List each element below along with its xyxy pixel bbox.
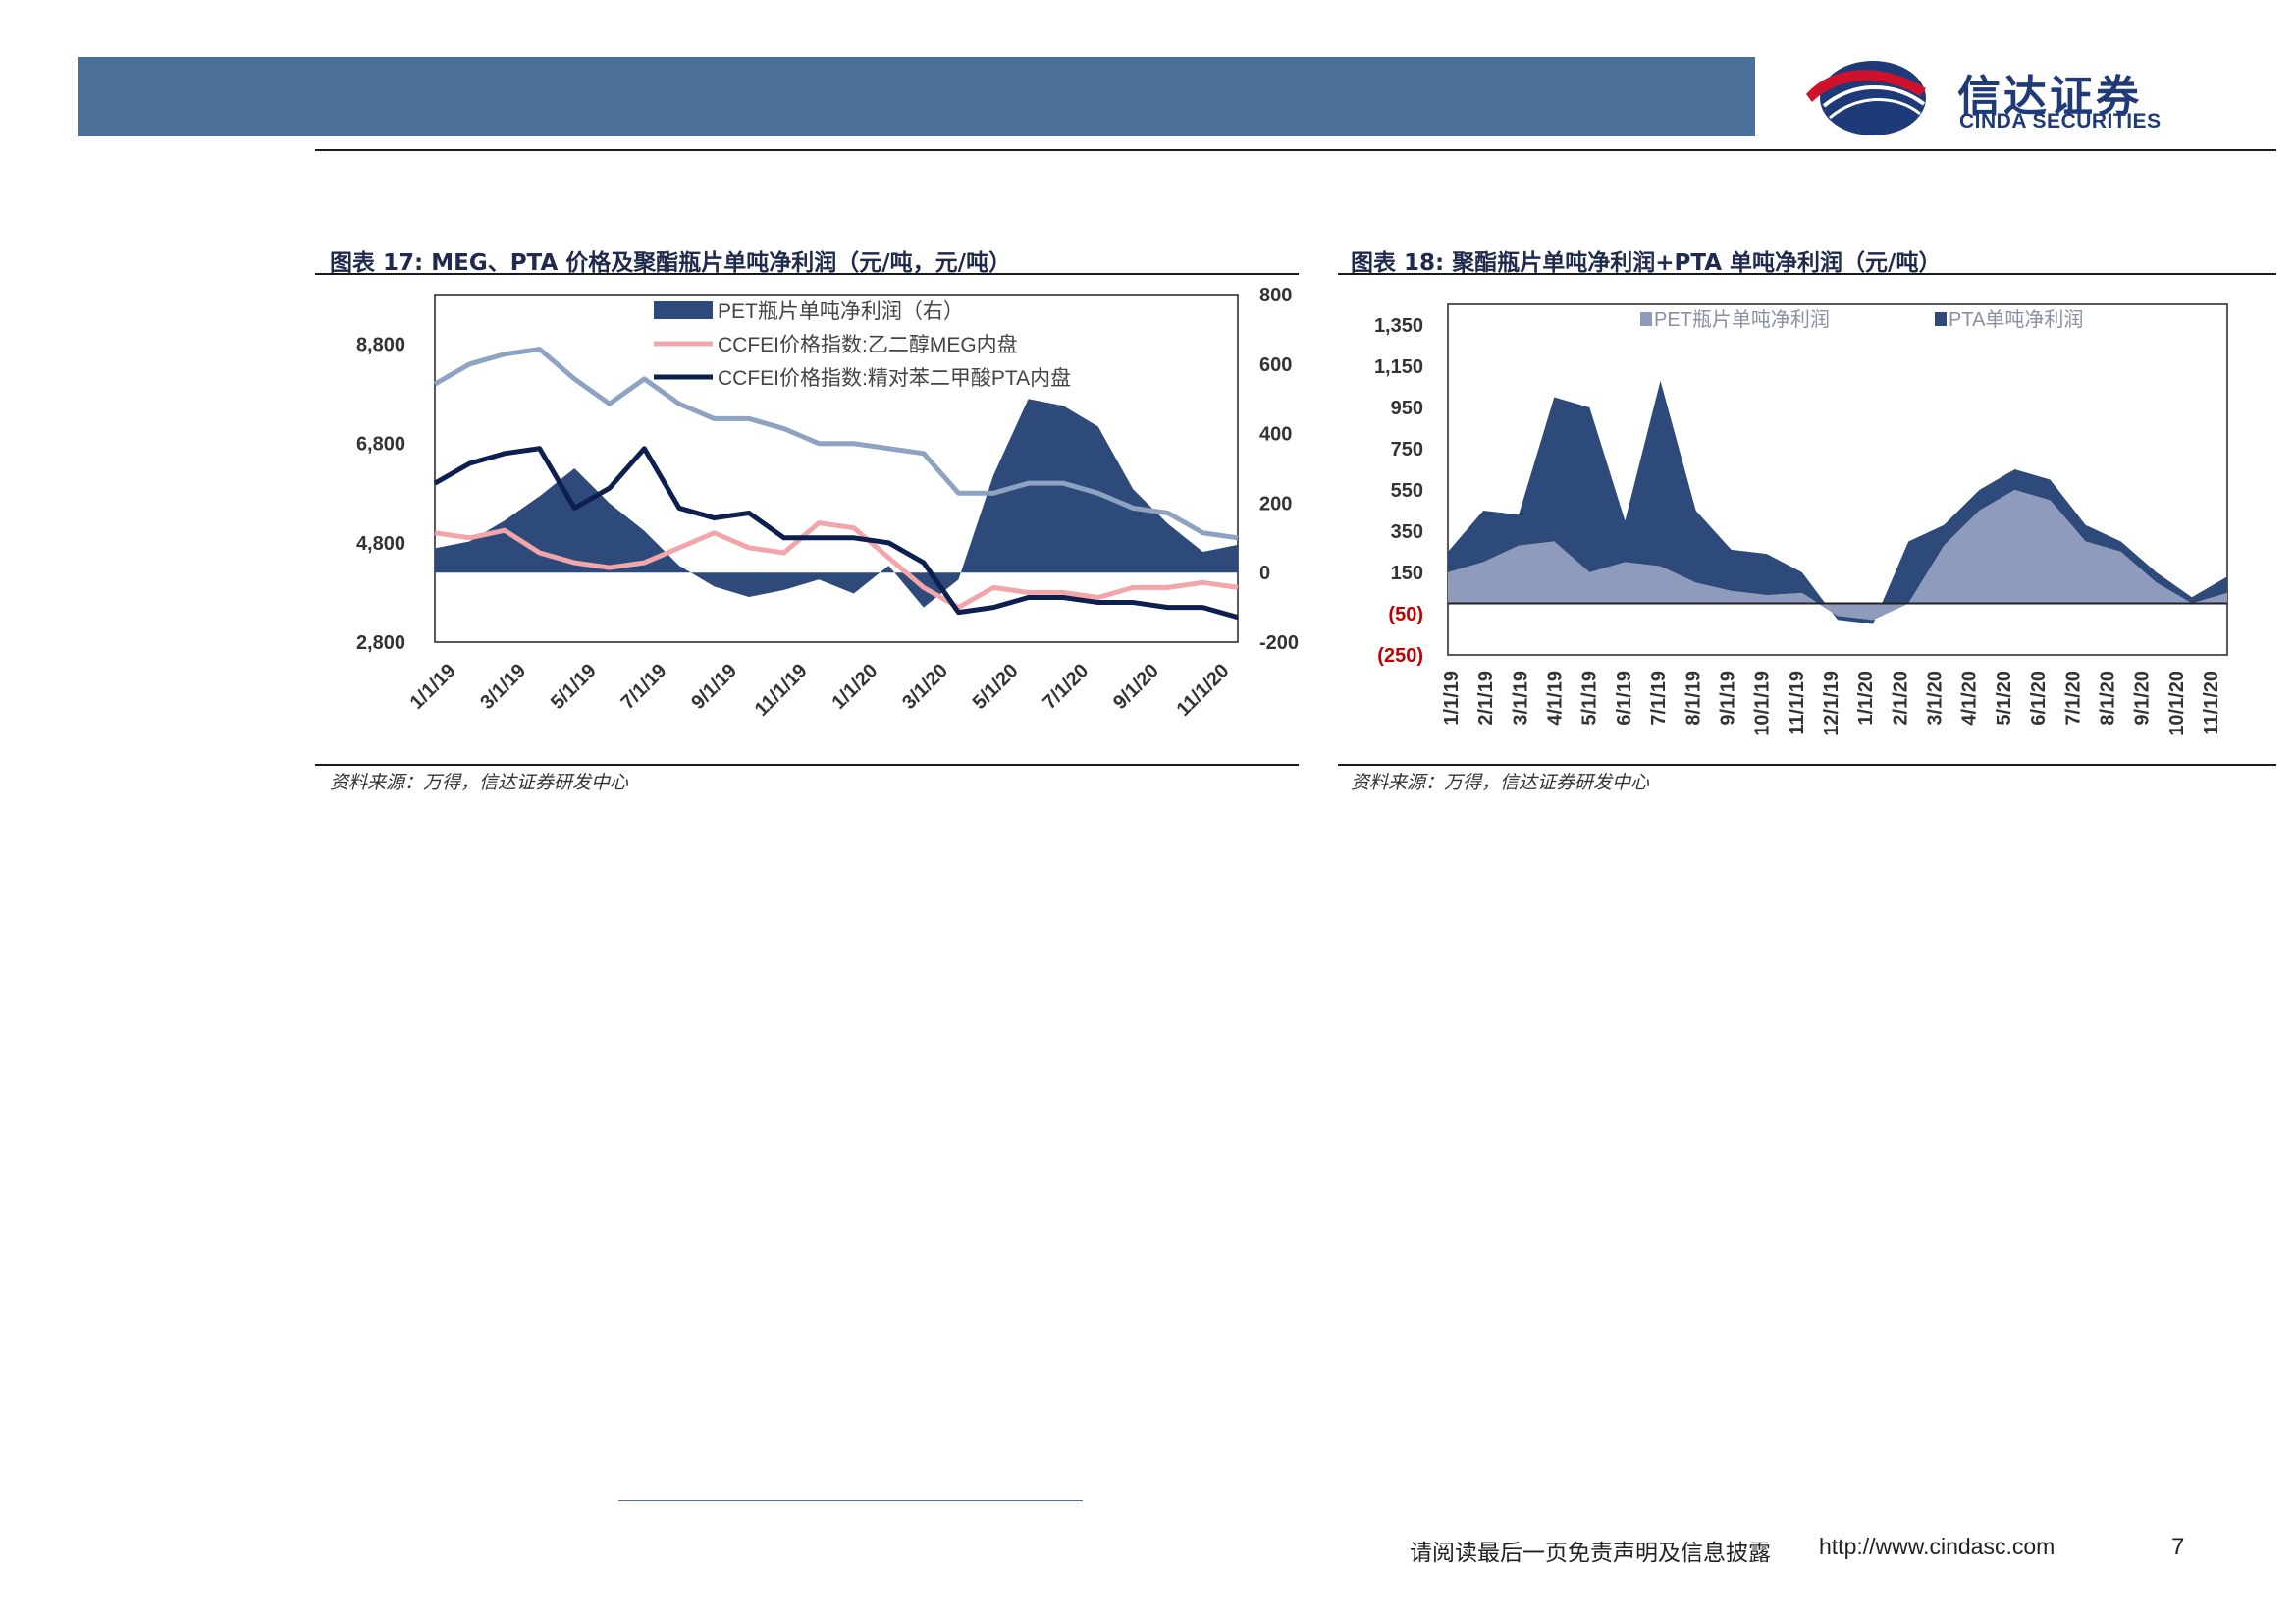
y-right-tick-label: 0 — [1259, 563, 1270, 584]
x-tick-label: 3/1/19 — [476, 660, 530, 714]
x-tick-label: 11/1/20 — [2201, 671, 2222, 735]
x-tick-label: 10/1/20 — [2166, 671, 2188, 736]
y-tick-label: (250) — [1377, 645, 1423, 667]
y-left-tick-label: 4,800 — [356, 533, 405, 555]
header-divider — [315, 149, 2276, 151]
x-tick-label: 1/1/20 — [828, 660, 881, 714]
page-number: 7 — [2171, 1534, 2185, 1560]
x-tick-label: 3/1/20 — [898, 660, 952, 714]
y-tick-label: 1,150 — [1374, 356, 1423, 378]
x-tick-label: 9/1/20 — [1109, 660, 1163, 714]
brand-name-en: CINDA SECURITIES — [1959, 110, 2162, 133]
y-tick-label: 1,350 — [1374, 315, 1423, 337]
x-tick-label: 9/1/19 — [687, 660, 741, 714]
x-tick-label: 1/1/19 — [406, 660, 460, 714]
footer-url[interactable]: http://www.cindasc.com — [1819, 1534, 2056, 1559]
y-tick-label: 950 — [1391, 398, 1423, 419]
x-tick-label: 3/1/20 — [1925, 671, 1947, 726]
y-tick-label: 350 — [1391, 521, 1423, 543]
figure-17-title: 图表 17: MEG、PTA 价格及聚酯瓶片单吨净利润（元/吨，元/吨） — [330, 250, 1012, 276]
chart-meg-pta-pet: 8,800 6,800 4,800 2,800 800 600 400 200 0 -200 1/1… — [356, 285, 1299, 721]
x-tick-label: 5/1/19 — [1579, 671, 1601, 726]
x-tick-label: 7/1/19 — [617, 660, 671, 714]
x-tick-label: 6/1/19 — [1614, 671, 1635, 726]
y-right-tick-label: 800 — [1259, 285, 1292, 306]
brand-name-cn: 信达证券 — [1957, 72, 2142, 122]
y-left-tick-label: 6,800 — [356, 434, 405, 456]
header-bar — [78, 57, 1755, 136]
x-tick-label: 5/1/20 — [969, 660, 1023, 714]
legend-label: PET瓶片单吨净利润（右） — [718, 300, 964, 323]
x-tick-label: 5/1/19 — [547, 660, 601, 714]
x-tick-label: 5/1/20 — [1994, 671, 2015, 726]
y-right-tick-label: 400 — [1259, 424, 1292, 446]
y-tick-label: 550 — [1391, 480, 1423, 502]
x-tick-label: 2/1/20 — [1890, 671, 1911, 726]
chart-pet-pta-profit: 1,350 1,150 950 750 550 350 150 (50) (250) 1/1/19… — [1374, 303, 2228, 736]
figure-18-title: 图表 18: 聚酯瓶片单吨净利润+PTA 单吨净利润（元/吨） — [1351, 250, 1942, 276]
y-right-tick-label: -200 — [1259, 632, 1299, 654]
figure-17-top-rule — [315, 273, 1299, 275]
figure-18-bottom-rule — [1338, 764, 2276, 766]
legend-swatch — [654, 301, 713, 319]
figure-17-source: 资料来源：万得，信达证券研发中心 — [330, 772, 629, 793]
x-tick-label: 9/1/20 — [2132, 671, 2154, 726]
legend-label: PET瓶片单吨净利润 — [1654, 308, 1830, 331]
x-tick-label: 8/1/19 — [1682, 671, 1704, 726]
series-line-3 — [433, 347, 1239, 541]
y-left-tick-label: 8,800 — [356, 335, 405, 356]
legend-label: CCFEI价格指数:精对苯二甲酸PTA内盘 — [718, 367, 1071, 390]
y-right-tick-label: 600 — [1259, 354, 1292, 376]
figure-18-top-rule — [1338, 273, 2276, 275]
series-pta-profit-area — [1448, 380, 2227, 624]
x-tick-label: 7/1/20 — [1039, 660, 1093, 714]
legend-swatch — [1640, 312, 1652, 326]
y-tick-label: 150 — [1391, 563, 1423, 584]
legend-label: PTA单吨净利润 — [1949, 308, 2083, 331]
x-tick-label: 2/1/19 — [1475, 671, 1497, 726]
series-pet-profit-area — [1448, 490, 2227, 621]
x-tick-label: 12/1/19 — [1821, 671, 1842, 736]
legend-swatch — [1935, 312, 1947, 326]
x-tick-label: 8/1/20 — [2097, 671, 2118, 726]
x-tick-label: 11/1/20 — [1173, 660, 1234, 721]
y-tick-label: (50) — [1388, 604, 1423, 625]
x-tick-label: 1/1/19 — [1441, 671, 1463, 726]
x-tick-label: 11/1/19 — [1787, 671, 1808, 735]
series-pet-profit-area — [435, 399, 1238, 608]
y-tick-label: 750 — [1391, 439, 1423, 460]
x-tick-label: 6/1/20 — [2028, 671, 2050, 726]
x-tick-label: 9/1/19 — [1717, 671, 1738, 726]
x-tick-label: 10/1/19 — [1752, 671, 1774, 736]
footer-disclaimer: 请阅读最后一页免责声明及信息披露 — [1410, 1541, 1771, 1566]
x-tick-label: 11/1/19 — [751, 660, 812, 721]
x-tick-label: 3/1/19 — [1510, 671, 1531, 726]
x-tick-label: 4/1/20 — [1959, 671, 1981, 726]
x-tick-label: 4/1/19 — [1545, 671, 1567, 726]
cinda-logo-icon — [1806, 61, 1926, 135]
series-line-2 — [433, 446, 1239, 621]
legend-label: CCFEI价格指数:乙二醇MEG内盘 — [718, 334, 1018, 356]
figure-17-bottom-rule — [315, 764, 1299, 766]
y-left-tick-label: 2,800 — [356, 632, 405, 654]
footer-rule — [618, 1500, 1083, 1501]
x-tick-label: 7/1/19 — [1648, 671, 1670, 726]
figure-18-source: 资料来源：万得，信达证券研发中心 — [1351, 772, 1650, 793]
x-tick-label: 1/1/20 — [1855, 671, 1877, 726]
series-line-1 — [434, 520, 1239, 611]
y-right-tick-label: 200 — [1259, 493, 1292, 514]
x-tick-label: 7/1/20 — [2062, 671, 2084, 726]
